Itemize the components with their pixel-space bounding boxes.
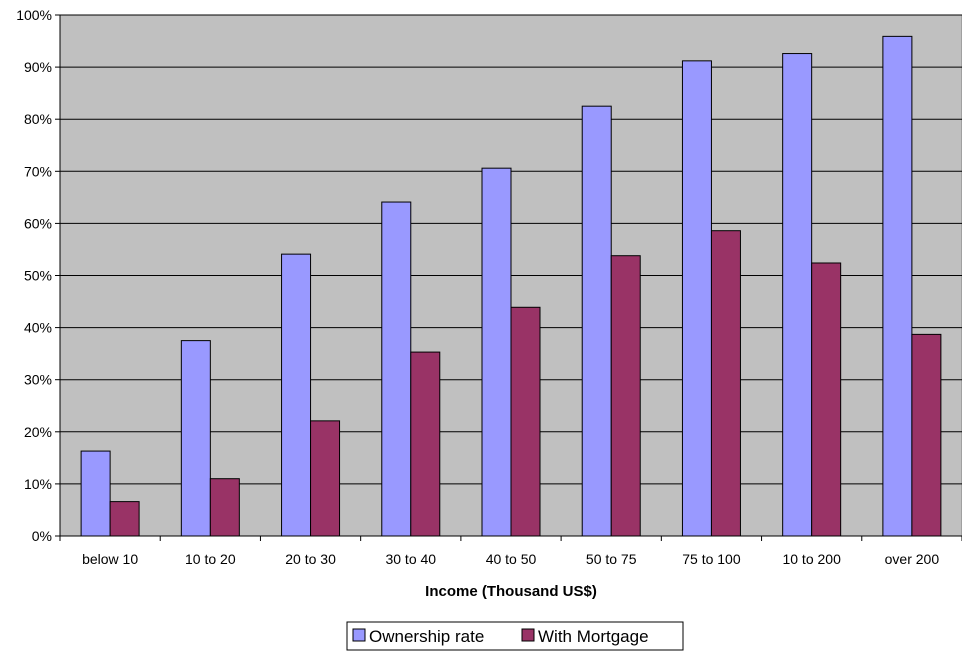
bar-ownership-4	[481, 167, 512, 537]
bar-mortgage-5	[610, 255, 641, 537]
bar-mortgage-7	[811, 262, 842, 537]
bar-mortgage-6	[710, 230, 741, 537]
y-tick-label: 90%	[24, 59, 52, 75]
y-tick-label: 30%	[24, 372, 52, 388]
bar-ownership-3	[381, 201, 412, 537]
y-tick-label: 20%	[24, 424, 52, 440]
bar-ownership-5	[581, 105, 612, 537]
y-tick-label: 0%	[32, 528, 52, 544]
x-tick-label: 50 to 75	[586, 551, 637, 567]
y-tick-label: 70%	[24, 163, 52, 179]
bar-ownership-8	[882, 35, 913, 537]
legend-swatch-mortgage	[521, 628, 535, 642]
y-tick-label: 80%	[24, 111, 52, 127]
legend: Ownership rate With Mortgage	[346, 621, 684, 651]
x-tick-labels: below 10 10 to 20 20 to 30 30 to 40 40 to 50…	[82, 551, 939, 567]
bar-ownership-2	[281, 253, 312, 537]
x-tick-label: 40 to 50	[486, 551, 537, 567]
y-tick-label: 10%	[24, 476, 52, 492]
bar-mortgage-8	[911, 333, 942, 537]
bar-ownership-0	[80, 450, 111, 537]
legend-swatch-ownership	[352, 628, 366, 642]
x-tick-label: 10 to 20	[185, 551, 236, 567]
x-axis-title: Income (Thousand US$)	[425, 583, 597, 600]
bar-mortgage-2	[310, 420, 341, 537]
legend-box	[346, 621, 684, 651]
bar-ownership-7	[782, 53, 813, 537]
bar-ownership-6	[681, 60, 712, 537]
bar-ownership-1	[180, 340, 211, 537]
y-tick-labels: 0% 10% 20% 30% 40% 50% 60% 70% 80% 90% 100%	[16, 7, 52, 544]
x-tick-label: 75 to 100	[682, 551, 741, 567]
bar-mortgage-4	[510, 306, 541, 537]
y-tick-label: 100%	[16, 7, 52, 23]
x-tick-label: 20 to 30	[285, 551, 336, 567]
x-tick-label: over 200	[885, 551, 940, 567]
x-tick-label: 10 to 200	[782, 551, 841, 567]
bars	[80, 35, 942, 537]
y-tick-label: 50%	[24, 268, 52, 284]
x-tick-label: 30 to 40	[385, 551, 436, 567]
x-tick-label: below 10	[82, 551, 138, 567]
bar-mortgage-3	[410, 351, 441, 537]
y-tick-label: 40%	[24, 320, 52, 336]
axes	[55, 14, 962, 541]
bar-mortgage-1	[209, 478, 240, 537]
legend-label-mortgage: With Mortgage	[538, 627, 649, 646]
legend-label-ownership: Ownership rate	[369, 627, 484, 646]
bar-mortgage-0	[109, 501, 140, 537]
y-tick-label: 60%	[24, 215, 52, 231]
